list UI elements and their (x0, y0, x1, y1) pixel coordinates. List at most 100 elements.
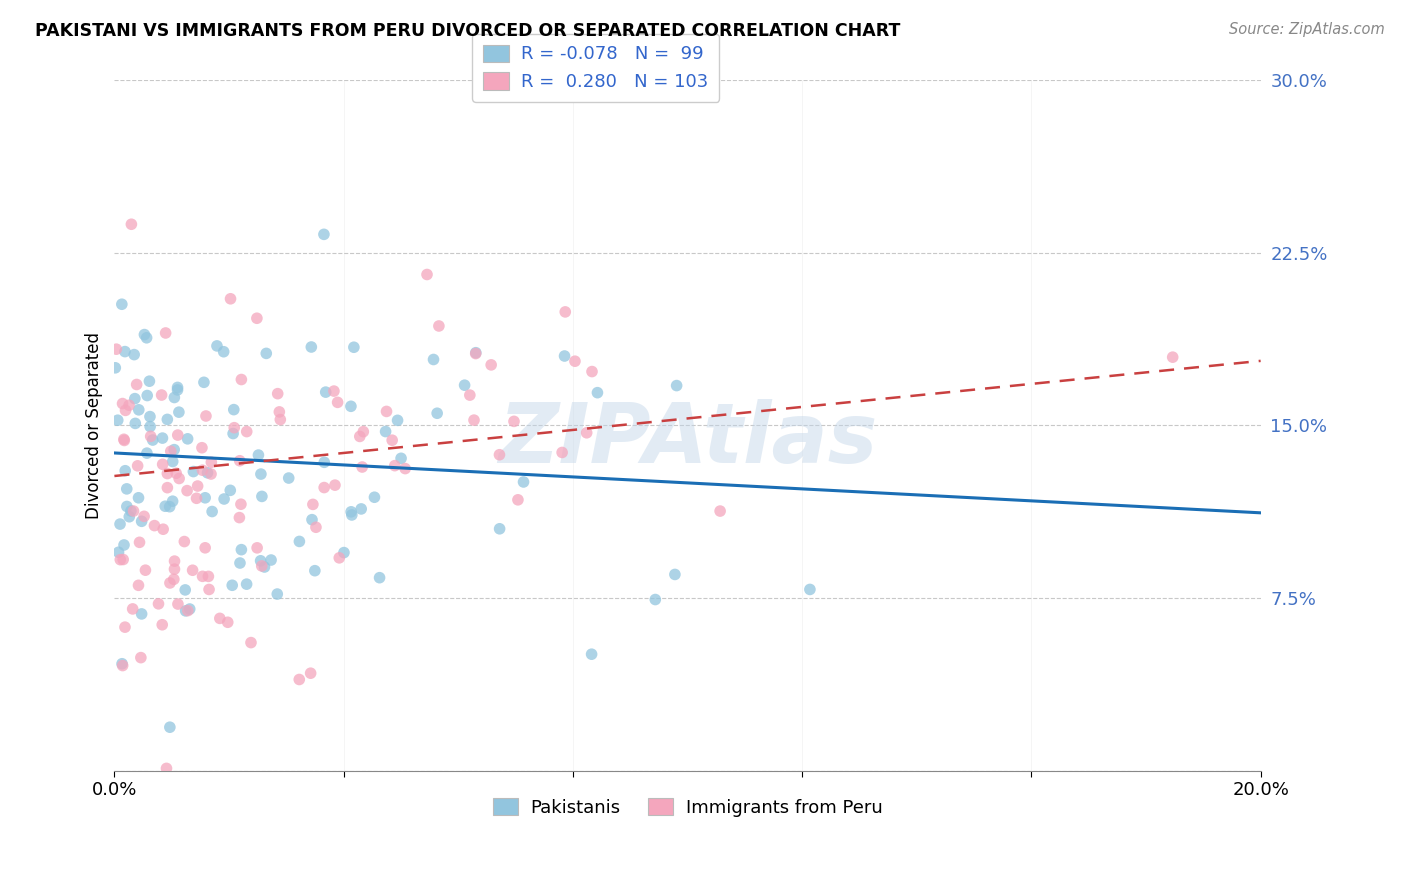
Point (166, 380, 188, 394)
Point (139, 409, 162, 424)
Point (488, 448, 510, 462)
Point (114, 620, 136, 634)
Point (114, 403, 136, 417)
Point (305, 520, 328, 534)
Text: PAKISTANI VS IMMIGRANTS FROM PERU DIVORCED OR SEPARATED CORRELATION CHART: PAKISTANI VS IMMIGRANTS FROM PERU DIVORC… (35, 22, 900, 40)
Point (166, 383, 188, 397)
Point (326, 395, 349, 409)
Point (479, 358, 502, 372)
Point (267, 386, 290, 401)
Point (131, 607, 153, 621)
Point (122, 348, 145, 362)
Point (368, 571, 391, 585)
Point (111, 396, 134, 410)
Point (453, 378, 475, 392)
Point (124, 417, 146, 431)
Point (159, 500, 181, 514)
Point (302, 497, 325, 511)
Point (228, 510, 250, 524)
Point (277, 471, 299, 485)
Point (458, 388, 481, 402)
Point (333, 545, 356, 559)
Point (174, 582, 197, 597)
Point (197, 569, 219, 583)
Point (217, 615, 239, 630)
Point (389, 451, 412, 466)
Point (381, 434, 404, 448)
Point (167, 597, 190, 611)
Point (128, 491, 150, 505)
Point (129, 650, 152, 665)
Point (163, 554, 186, 568)
Point (269, 405, 291, 419)
Point (120, 217, 142, 231)
Point (121, 602, 143, 616)
Point (416, 268, 439, 282)
Point (108, 517, 131, 532)
Point (159, 576, 181, 591)
Point (231, 372, 253, 386)
Point (665, 378, 688, 392)
Point (111, 657, 134, 671)
Point (191, 441, 214, 455)
Point (155, 761, 177, 775)
Point (422, 352, 444, 367)
Point (163, 562, 186, 576)
Point (1161, 350, 1184, 364)
Point (554, 305, 576, 319)
Point (187, 479, 209, 493)
Point (163, 442, 186, 457)
Point (183, 465, 205, 479)
Point (159, 444, 181, 458)
Point (315, 385, 337, 400)
Point (221, 578, 243, 592)
Point (148, 597, 170, 611)
Point (142, 433, 165, 447)
Point (375, 404, 398, 418)
Point (299, 666, 322, 681)
Point (304, 564, 326, 578)
Point (323, 384, 346, 398)
Point (250, 558, 273, 573)
Point (551, 445, 574, 459)
Point (152, 431, 174, 445)
Point (112, 552, 135, 566)
Point (586, 385, 609, 400)
Point (219, 292, 242, 306)
Point (143, 518, 166, 533)
Point (463, 413, 485, 427)
Point (250, 467, 273, 481)
Point (564, 354, 586, 368)
Point (260, 553, 283, 567)
Point (122, 504, 145, 518)
Point (254, 346, 277, 360)
Point (155, 326, 177, 340)
Point (134, 563, 156, 577)
Point (120, 504, 142, 518)
Point (124, 392, 146, 406)
Point (266, 587, 288, 601)
Point (152, 522, 174, 536)
Point (709, 504, 731, 518)
Point (156, 467, 179, 481)
Point (231, 542, 253, 557)
Point (312, 227, 335, 242)
Point (328, 550, 350, 565)
Y-axis label: Divorced or Separated: Divorced or Separated (86, 332, 103, 519)
Point (506, 492, 529, 507)
Point (352, 425, 374, 439)
Point (111, 658, 134, 673)
Point (224, 420, 246, 434)
Point (488, 522, 510, 536)
Point (194, 491, 217, 505)
Point (111, 297, 134, 311)
Point (191, 569, 214, 583)
Point (394, 461, 416, 475)
Point (162, 494, 184, 508)
Point (246, 311, 269, 326)
Point (110, 552, 132, 566)
Point (340, 508, 363, 522)
Point (107, 413, 129, 427)
Point (166, 428, 188, 442)
Point (200, 467, 222, 481)
